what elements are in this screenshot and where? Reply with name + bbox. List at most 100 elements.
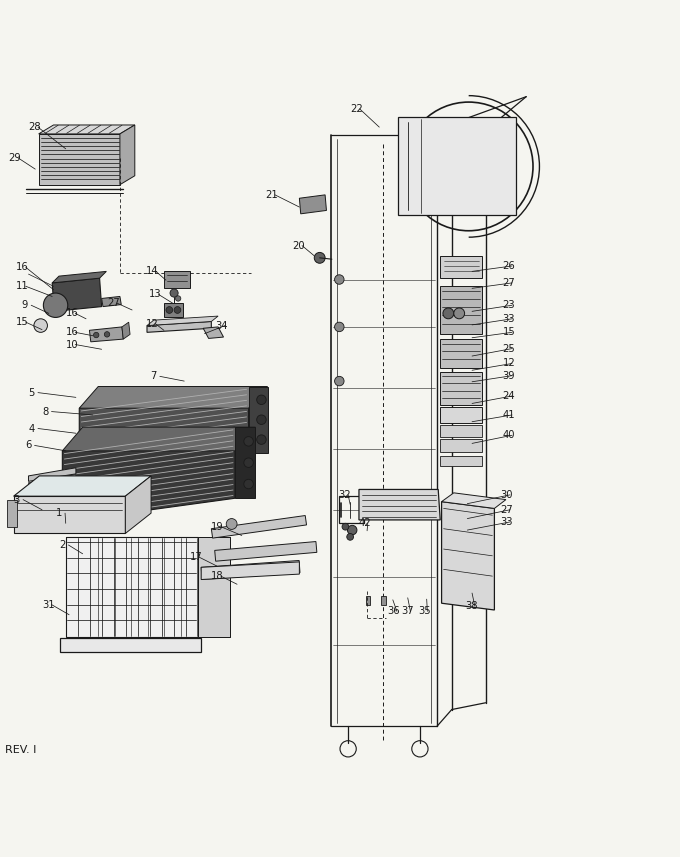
Polygon shape bbox=[147, 316, 218, 326]
Circle shape bbox=[347, 525, 357, 535]
Polygon shape bbox=[147, 321, 211, 333]
Polygon shape bbox=[63, 427, 235, 522]
Circle shape bbox=[104, 332, 109, 337]
Text: 37: 37 bbox=[401, 607, 413, 616]
Circle shape bbox=[347, 533, 354, 540]
Text: 2: 2 bbox=[59, 540, 65, 550]
Text: 10: 10 bbox=[66, 339, 78, 350]
Circle shape bbox=[174, 307, 181, 314]
Text: 36: 36 bbox=[388, 607, 400, 616]
Circle shape bbox=[335, 322, 344, 332]
Polygon shape bbox=[164, 272, 190, 288]
Text: REV. I: REV. I bbox=[5, 746, 36, 755]
Circle shape bbox=[166, 307, 173, 314]
Text: 23: 23 bbox=[503, 300, 515, 310]
Polygon shape bbox=[61, 638, 201, 652]
Circle shape bbox=[443, 308, 454, 319]
Polygon shape bbox=[203, 327, 224, 339]
Text: 16: 16 bbox=[66, 327, 78, 338]
Text: 29: 29 bbox=[8, 153, 21, 163]
Text: 28: 28 bbox=[29, 123, 41, 132]
Text: 7: 7 bbox=[150, 371, 157, 381]
Text: 15: 15 bbox=[503, 327, 515, 338]
Polygon shape bbox=[66, 536, 198, 637]
Text: 31: 31 bbox=[42, 600, 54, 609]
Text: 24: 24 bbox=[503, 391, 515, 401]
Polygon shape bbox=[52, 272, 106, 283]
Polygon shape bbox=[29, 475, 76, 488]
Text: 12: 12 bbox=[146, 319, 158, 328]
Circle shape bbox=[34, 319, 48, 333]
Text: 19: 19 bbox=[211, 522, 224, 531]
Text: 33: 33 bbox=[500, 517, 513, 527]
Polygon shape bbox=[441, 493, 506, 508]
Polygon shape bbox=[101, 297, 121, 307]
Text: 18: 18 bbox=[211, 571, 224, 581]
Text: 20: 20 bbox=[292, 241, 305, 250]
Polygon shape bbox=[201, 562, 299, 579]
Circle shape bbox=[93, 333, 99, 338]
Text: 1: 1 bbox=[56, 508, 62, 518]
Polygon shape bbox=[98, 536, 231, 637]
Polygon shape bbox=[122, 322, 130, 339]
Text: 39: 39 bbox=[503, 371, 515, 381]
Circle shape bbox=[257, 415, 266, 424]
Polygon shape bbox=[249, 387, 267, 452]
Text: 34: 34 bbox=[216, 321, 228, 331]
Polygon shape bbox=[63, 427, 256, 451]
Polygon shape bbox=[366, 596, 371, 604]
Text: 3: 3 bbox=[14, 494, 20, 505]
Polygon shape bbox=[211, 516, 307, 538]
Text: 13: 13 bbox=[149, 290, 162, 299]
Polygon shape bbox=[7, 500, 17, 527]
Polygon shape bbox=[14, 496, 125, 533]
Text: 17: 17 bbox=[190, 552, 203, 562]
Text: 14: 14 bbox=[146, 266, 158, 276]
Text: 35: 35 bbox=[418, 607, 430, 616]
Text: 12: 12 bbox=[503, 358, 515, 369]
Text: 42: 42 bbox=[358, 518, 371, 528]
Circle shape bbox=[454, 308, 464, 319]
Polygon shape bbox=[164, 303, 183, 317]
Circle shape bbox=[314, 253, 325, 263]
Text: 5: 5 bbox=[29, 387, 35, 398]
Polygon shape bbox=[235, 427, 256, 498]
Polygon shape bbox=[440, 425, 482, 436]
Polygon shape bbox=[440, 286, 482, 333]
Polygon shape bbox=[201, 560, 300, 579]
Text: 8: 8 bbox=[42, 406, 48, 417]
Circle shape bbox=[244, 436, 254, 446]
Text: 27: 27 bbox=[503, 278, 515, 288]
Text: 41: 41 bbox=[503, 410, 515, 420]
Circle shape bbox=[460, 159, 477, 175]
Text: 25: 25 bbox=[503, 344, 515, 354]
Text: 32: 32 bbox=[339, 490, 352, 500]
Text: 21: 21 bbox=[265, 190, 278, 200]
Text: 26: 26 bbox=[503, 261, 515, 271]
Text: 4: 4 bbox=[29, 423, 35, 434]
Polygon shape bbox=[299, 195, 326, 213]
Circle shape bbox=[335, 275, 344, 285]
Circle shape bbox=[257, 395, 266, 405]
Polygon shape bbox=[440, 339, 482, 368]
Polygon shape bbox=[39, 125, 135, 134]
Polygon shape bbox=[359, 489, 440, 520]
Text: 30: 30 bbox=[500, 490, 513, 500]
Polygon shape bbox=[398, 117, 516, 215]
Text: 27: 27 bbox=[500, 505, 513, 515]
Polygon shape bbox=[120, 125, 135, 185]
Polygon shape bbox=[440, 407, 482, 423]
Polygon shape bbox=[215, 542, 317, 561]
Polygon shape bbox=[441, 501, 494, 610]
Circle shape bbox=[335, 376, 344, 386]
Circle shape bbox=[175, 296, 181, 301]
Polygon shape bbox=[14, 476, 151, 496]
Polygon shape bbox=[440, 456, 482, 465]
Text: 15: 15 bbox=[16, 317, 29, 327]
Polygon shape bbox=[80, 387, 249, 475]
Circle shape bbox=[44, 293, 68, 317]
Text: 22: 22 bbox=[350, 104, 363, 114]
Polygon shape bbox=[440, 372, 482, 405]
Circle shape bbox=[244, 458, 254, 467]
Circle shape bbox=[170, 289, 178, 297]
